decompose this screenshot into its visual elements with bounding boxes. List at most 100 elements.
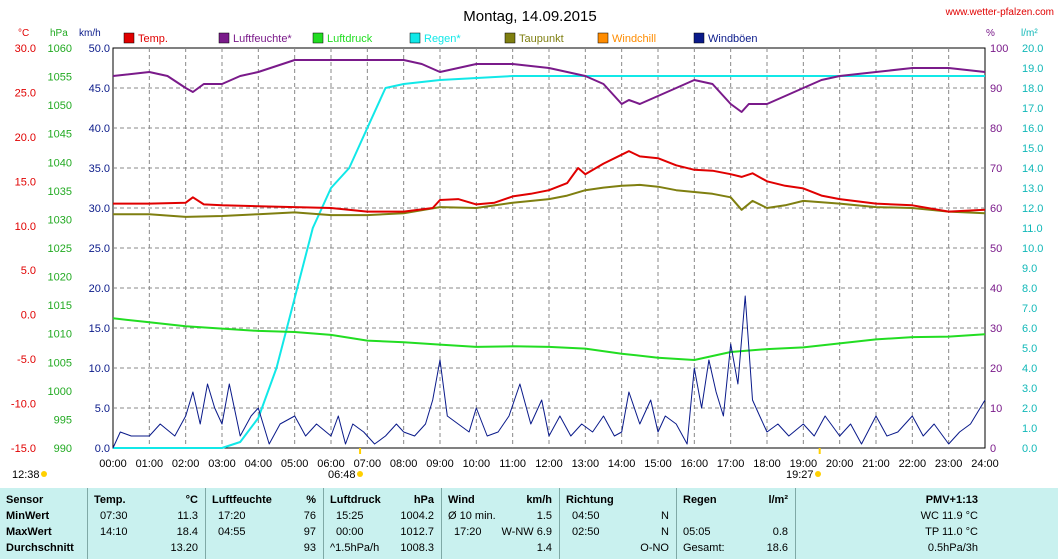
- column-separator: [323, 488, 324, 559]
- axis-tick-label-rain_lm2: 7.0: [1022, 303, 1037, 315]
- axis-tick-label-wind_kmh: 10.0: [89, 363, 110, 375]
- axis-tick-label-temp_c: 25.0: [15, 87, 36, 99]
- chart-axes: 30.0 25.0 20.0 15.0 10.0 5.0 0.0 -5.0 -10.0 -15.0…: [11, 43, 1044, 470]
- axis-tick-label-rain_lm2: 3.0: [1022, 383, 1037, 395]
- chart-title: Montag, 14.09.2015: [463, 8, 596, 25]
- stats-header-sensor: Sensor: [6, 494, 44, 506]
- axis-tick-label-rain_lm2: 4.0: [1022, 363, 1037, 375]
- dir-avg-value: O-NO: [640, 542, 669, 554]
- unit-celsius: °C: [18, 28, 29, 39]
- unit-hpa: hPa: [50, 28, 68, 39]
- dir-min-value: N: [661, 510, 669, 522]
- legend-swatch: [123, 32, 135, 44]
- press-max-value: 1012.7: [400, 526, 434, 538]
- stats-header-rain: Regen: [683, 494, 717, 506]
- axis-tick-label-rain_lm2: 10.0: [1022, 243, 1043, 255]
- axis-tick-label-humidity_pct: 60: [990, 203, 1002, 215]
- axis-tick-label-wind_kmh: 50.0: [89, 43, 110, 55]
- axis-tick-label-wind_kmh: 15.0: [89, 323, 110, 335]
- moonrise-time: 12:38: [12, 469, 40, 481]
- axis-tick-label-rain_lm2: 0.0: [1022, 443, 1037, 455]
- column-separator: [559, 488, 560, 559]
- x-tick-label: 13:00: [572, 458, 600, 470]
- hum-avg-value: 93: [303, 542, 316, 554]
- axis-tick-label-wind_kmh: 30.0: [89, 203, 110, 215]
- chart-series: [112, 59, 986, 449]
- axis-tick-label-pressure_hpa: 1020: [48, 272, 72, 284]
- axis-tick-label-rain_lm2: 5.0: [1022, 343, 1037, 355]
- temp-avg-value: 13.20: [170, 542, 198, 554]
- sunrise-icon: [357, 471, 363, 477]
- axis-tick-label-temp_c: -10.0: [11, 399, 36, 411]
- legend-label: Luftdruck: [327, 33, 373, 45]
- axis-tick-label-pressure_hpa: 1035: [48, 186, 72, 198]
- axis-tick-label-rain_lm2: 9.0: [1022, 263, 1037, 275]
- x-tick-label: 10:00: [463, 458, 491, 470]
- x-tick-label: 12:00: [535, 458, 563, 470]
- x-tick-label: 20:00: [826, 458, 854, 470]
- press-avg-value: 1008.3: [400, 542, 434, 554]
- series-line-temp: [113, 150, 986, 213]
- stats-unit-pressure: hPa: [413, 494, 434, 506]
- axis-tick-label-wind_kmh: 45.0: [89, 83, 110, 95]
- axis-tick-label-temp_c: 30.0: [15, 43, 36, 55]
- series-line-luftdruck: [112, 317, 986, 361]
- legend-label: Regen*: [424, 33, 461, 45]
- x-tick-label: 01:00: [136, 458, 164, 470]
- sunset-icon: [815, 471, 821, 477]
- unit-kmh: km/h: [79, 28, 101, 39]
- column-separator: [441, 488, 442, 559]
- series-line-taupunkt: [113, 183, 986, 218]
- axis-tick-label-rain_lm2: 8.0: [1022, 283, 1037, 295]
- axis-tick-label-rain_lm2: 1.0: [1022, 423, 1037, 435]
- axis-tick-label-humidity_pct: 10: [990, 403, 1002, 415]
- axis-tick-label-pressure_hpa: 1055: [48, 72, 72, 84]
- pmv-windchill: WC 11.9 °C: [920, 510, 978, 522]
- pmv-pressure-trend: 0.5hPa/3h: [927, 542, 978, 554]
- unit-rain: l/m²: [1021, 28, 1038, 39]
- wind-min-value: 1.5: [536, 510, 552, 522]
- x-tick-label: 11:00: [499, 458, 526, 470]
- stats-row-avg: Durchschnitt: [6, 542, 74, 554]
- x-tick-label: 14:00: [608, 458, 636, 470]
- weather-chart: 30.0 25.0 20.0 15.0 10.0 5.0 0.0 -5.0 -10.0 -15.0…: [11, 7, 1054, 481]
- moonrise-icon: [41, 471, 47, 477]
- press-max-time: 00:00: [336, 526, 364, 538]
- stats-col-pmv: PMV+1:13 WC 11.9 °C TP 11.0 °C 0.5hPa/3h: [800, 488, 1054, 559]
- stats-unit-temp: °C: [185, 494, 198, 506]
- x-tick-label: 18:00: [753, 458, 781, 470]
- legend-label: Taupunkt: [519, 33, 564, 45]
- axis-tick-label-pressure_hpa: 1000: [48, 386, 72, 398]
- axis-tick-label-wind_kmh: 0.0: [95, 443, 110, 455]
- unit-percent: %: [986, 28, 995, 39]
- hum-min-value: 76: [303, 510, 316, 522]
- x-tick-label: 04:00: [245, 458, 273, 470]
- stats-unit-rain: l/m²: [768, 494, 788, 506]
- stats-col-wind: Wind km/h Ø 10 min. 1.5 17:20 W-NW 6.9 1…: [446, 488, 554, 559]
- axis-tick-label-pressure_hpa: 1060: [48, 43, 72, 55]
- x-tick-label: 06:00: [317, 458, 345, 470]
- temp-min-time: 07:30: [100, 510, 128, 522]
- x-tick-label: 17:00: [717, 458, 745, 470]
- stats-row-min: MinWert: [6, 510, 50, 522]
- axis-tick-label-temp_c: -15.0: [11, 443, 36, 455]
- axis-tick-label-humidity_pct: 70: [990, 163, 1002, 175]
- x-tick-label: 08:00: [390, 458, 418, 470]
- axis-tick-label-wind_kmh: 25.0: [89, 243, 110, 255]
- statistics-table: Sensor MinWert MaxWert Durchschnitt Temp…: [0, 488, 1058, 559]
- stats-col-humidity: Luftfeuchte % 17:20 76 04:55 97 93: [210, 488, 318, 559]
- chart-legend: Temp. Luftfeuchte* Luftdruck Regen* Taupunkt…: [123, 32, 758, 45]
- axis-tick-label-temp_c: 5.0: [21, 265, 36, 277]
- axis-tick-label-pressure_hpa: 1040: [48, 157, 72, 169]
- axis-tick-label-rain_lm2: 15.0: [1022, 143, 1043, 155]
- legend-label: Temp.: [138, 33, 168, 45]
- dir-min-time: 04:50: [572, 510, 600, 522]
- wind-max-time: 17:20: [454, 526, 482, 538]
- axis-tick-label-humidity_pct: 0: [990, 443, 996, 455]
- axis-tick-label-pressure_hpa: 1030: [48, 214, 72, 226]
- stats-header-temp: Temp.: [94, 494, 126, 506]
- pmv-dewpoint: TP 11.0 °C: [925, 526, 978, 538]
- site-url[interactable]: www.wetter-pfalzen.com: [945, 7, 1054, 18]
- axis-tick-label-pressure_hpa: 1005: [48, 357, 72, 369]
- axis-tick-label-rain_lm2: 11.0: [1022, 223, 1043, 235]
